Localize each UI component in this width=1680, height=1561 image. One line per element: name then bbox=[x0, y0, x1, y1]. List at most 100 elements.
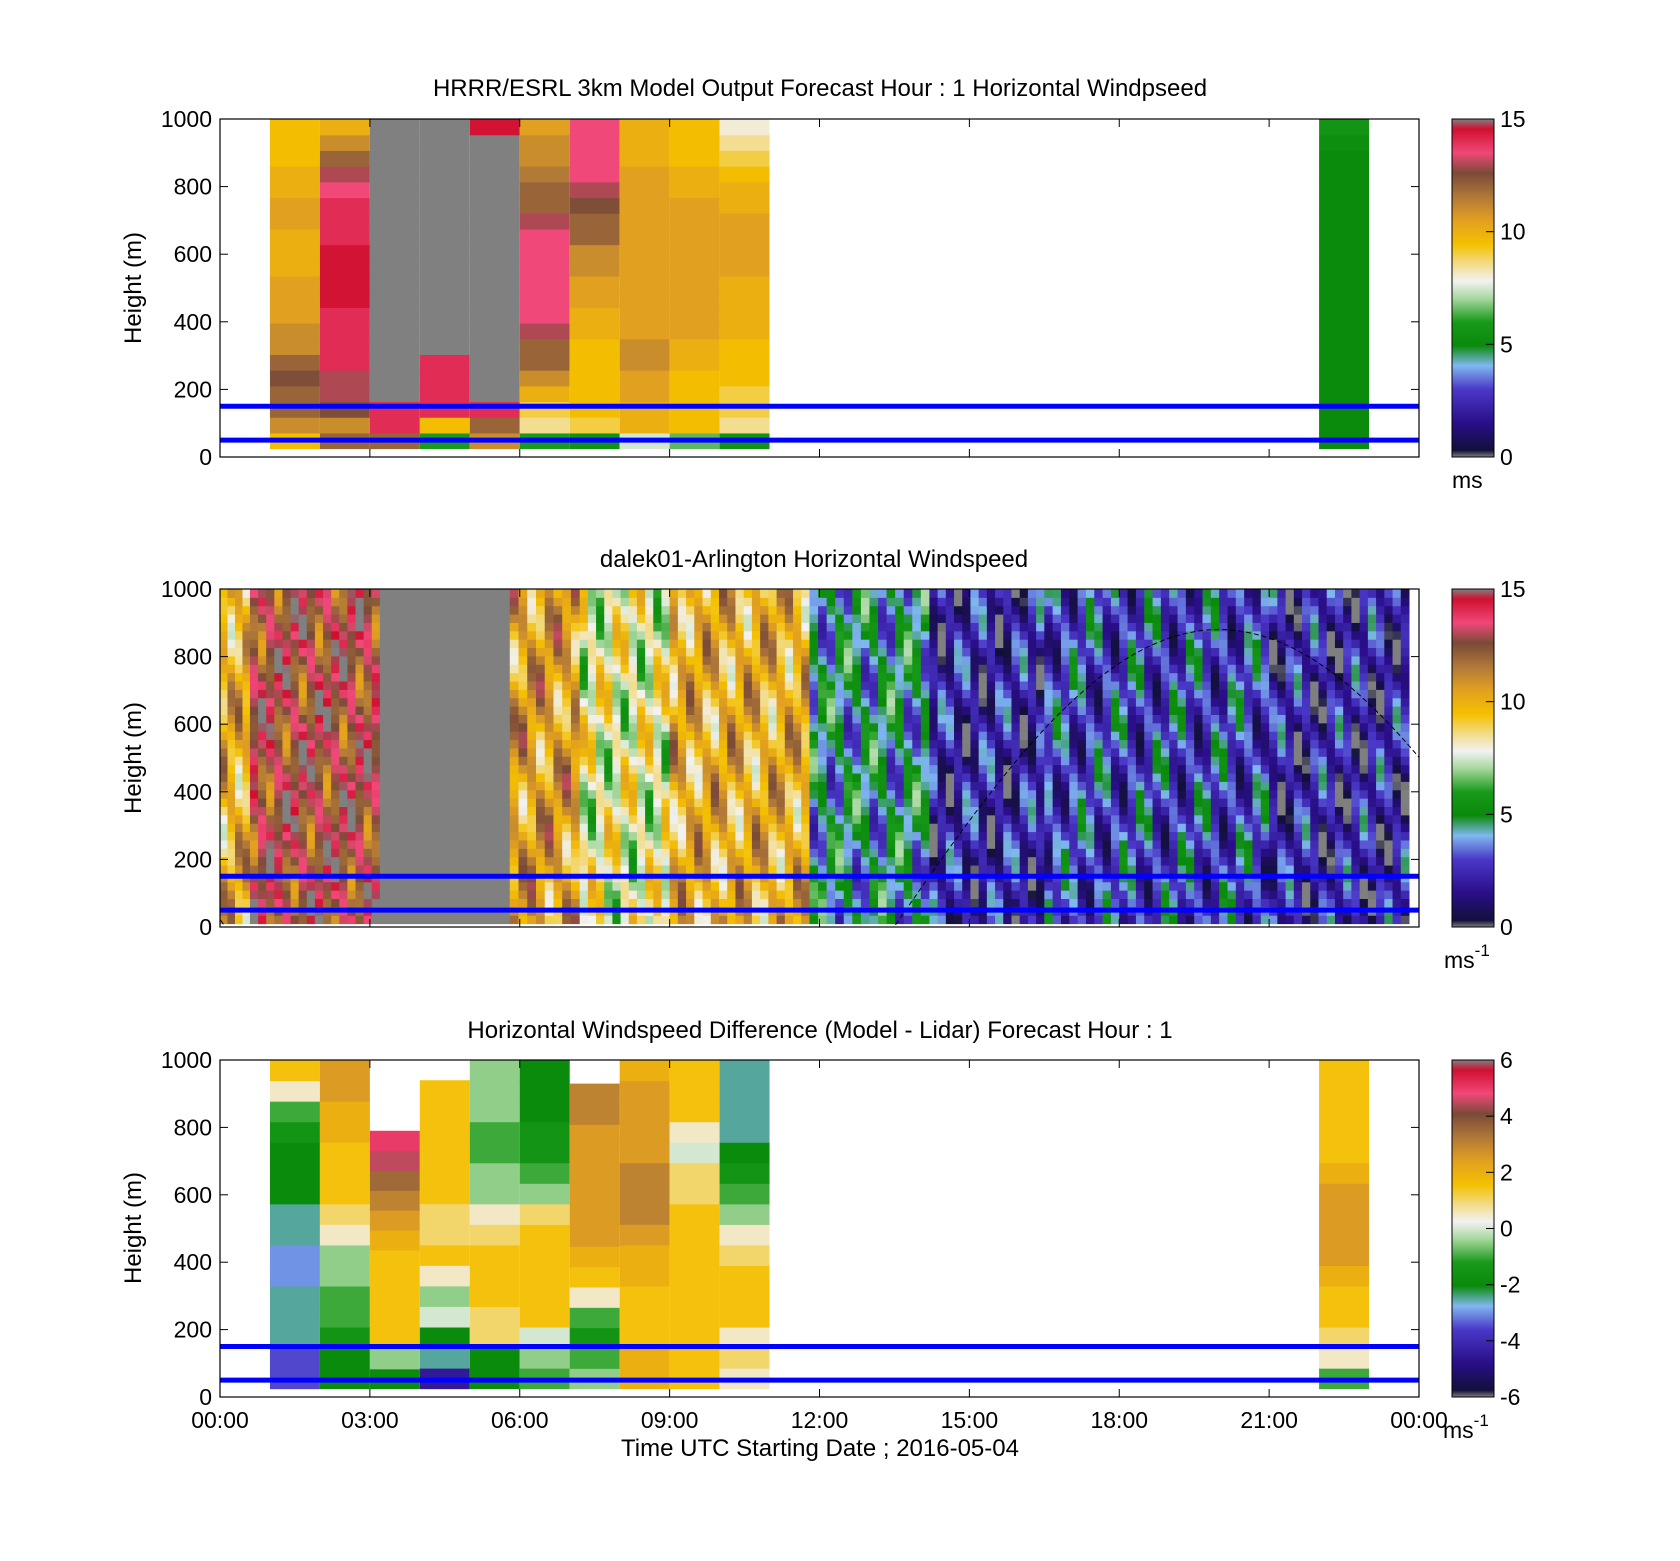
heatmap-cell bbox=[878, 856, 888, 866]
heatmap-cell bbox=[404, 714, 413, 724]
heatmap-cell bbox=[562, 689, 572, 699]
heatmap-cell bbox=[645, 798, 654, 808]
heatmap-cell bbox=[970, 597, 980, 607]
heatmap-cell bbox=[347, 672, 357, 682]
heatmap-cell bbox=[760, 739, 769, 749]
heatmap-cell bbox=[1127, 856, 1137, 866]
heatmap-cell bbox=[234, 655, 243, 665]
heatmap-cell bbox=[645, 814, 654, 824]
heatmap-cell bbox=[469, 228, 520, 246]
heatmap-cell bbox=[314, 781, 324, 791]
heatmap-cell bbox=[1060, 798, 1070, 808]
heatmap-cell bbox=[274, 706, 283, 715]
heatmap-cell bbox=[978, 664, 988, 674]
heatmap-cell bbox=[628, 881, 638, 891]
heatmap-cell bbox=[970, 814, 980, 824]
heatmap-cell bbox=[727, 848, 736, 858]
heatmap-cell bbox=[501, 798, 511, 808]
heatmap-cell bbox=[1085, 848, 1095, 858]
heatmap-cell bbox=[784, 831, 794, 841]
heatmap-cell bbox=[596, 823, 605, 833]
heatmap-cell bbox=[920, 597, 930, 607]
heatmap-cell bbox=[396, 614, 405, 623]
heatmap-cell bbox=[793, 630, 802, 640]
heatmap-cell bbox=[461, 890, 470, 900]
heatmap-cell bbox=[978, 881, 988, 891]
heatmap-cell bbox=[895, 848, 905, 858]
heatmap-cell bbox=[743, 622, 753, 632]
heatmap-cell bbox=[1144, 664, 1154, 674]
heatmap-cell bbox=[553, 789, 563, 799]
heatmap-cell bbox=[379, 747, 389, 757]
heatmap-cell bbox=[1003, 622, 1012, 632]
heatmap-cell bbox=[266, 731, 275, 741]
heatmap-cell bbox=[978, 814, 988, 824]
heatmap-cell bbox=[702, 697, 712, 707]
heatmap-cell bbox=[661, 614, 671, 623]
heatmap-cell bbox=[835, 806, 845, 816]
heatmap-cell bbox=[978, 773, 988, 782]
heatmap-cell bbox=[461, 915, 470, 925]
heatmap-cell bbox=[519, 370, 570, 387]
heatmap-cell bbox=[727, 747, 736, 757]
heatmap-cell bbox=[826, 589, 836, 598]
heatmap-cell bbox=[220, 781, 228, 791]
heatmap-cell bbox=[751, 622, 761, 632]
heatmap-cell bbox=[428, 672, 438, 682]
heatmap-cell bbox=[1160, 714, 1170, 724]
heatmap-cell bbox=[727, 831, 736, 841]
heatmap-cell bbox=[379, 806, 389, 816]
heatmap-cell bbox=[518, 589, 528, 598]
heatmap-cell bbox=[227, 689, 236, 699]
heatmap-cell bbox=[620, 605, 630, 615]
heatmap-cell bbox=[1027, 681, 1037, 690]
heatmap-cell bbox=[485, 681, 495, 690]
heatmap-cell bbox=[274, 781, 283, 791]
heatmap-cell bbox=[290, 915, 300, 925]
heatmap-cell bbox=[1052, 881, 1062, 891]
heatmap-cell bbox=[1152, 714, 1162, 724]
heatmap-cell bbox=[220, 689, 228, 699]
heatmap-cell bbox=[801, 881, 811, 891]
heatmap-cell bbox=[1094, 756, 1104, 766]
heatmap-cell bbox=[1160, 589, 1170, 598]
heatmap-cell bbox=[995, 714, 1004, 724]
heatmap-cell bbox=[694, 605, 704, 615]
heatmap-cell bbox=[553, 823, 563, 833]
heatmap-cell bbox=[945, 647, 955, 657]
heatmap-cell bbox=[419, 323, 470, 340]
heatmap-cell bbox=[371, 798, 381, 808]
heatmap-cell bbox=[702, 823, 712, 833]
heatmap-cell bbox=[1027, 764, 1037, 774]
heatmap-cell bbox=[970, 781, 980, 791]
heatmap-cell bbox=[945, 856, 955, 866]
heatmap-cell bbox=[620, 773, 630, 782]
heatmap-cell bbox=[860, 664, 870, 674]
heatmap-cell bbox=[339, 747, 348, 757]
heatmap-cell bbox=[363, 722, 373, 732]
heatmap-cell bbox=[379, 915, 389, 925]
heatmap-cell bbox=[227, 739, 236, 749]
heatmap-cell bbox=[1319, 181, 1370, 199]
heatmap-cell bbox=[363, 672, 373, 682]
heatmap-cell bbox=[396, 597, 405, 607]
heatmap-cell bbox=[1119, 756, 1129, 766]
heatmap-cell bbox=[929, 655, 939, 665]
heatmap-cell bbox=[501, 756, 511, 766]
heatmap-cell bbox=[485, 714, 495, 724]
heatmap-cell bbox=[735, 898, 745, 908]
heatmap-cell bbox=[587, 639, 597, 649]
heatmap-cell bbox=[518, 622, 528, 632]
heatmap-cell bbox=[544, 681, 554, 690]
heatmap-cell bbox=[735, 773, 745, 782]
heatmap-cell bbox=[962, 697, 971, 707]
heatmap-cell bbox=[249, 597, 259, 607]
heatmap-cell bbox=[1027, 798, 1037, 808]
heatmap-cell bbox=[553, 781, 563, 791]
heatmap-cell bbox=[1085, 722, 1095, 732]
heatmap-cell bbox=[886, 764, 896, 774]
heatmap-cell bbox=[469, 890, 478, 900]
heatmap-cell bbox=[768, 689, 778, 699]
heatmap-cell bbox=[1060, 789, 1070, 799]
heatmap-cell bbox=[570, 756, 581, 766]
